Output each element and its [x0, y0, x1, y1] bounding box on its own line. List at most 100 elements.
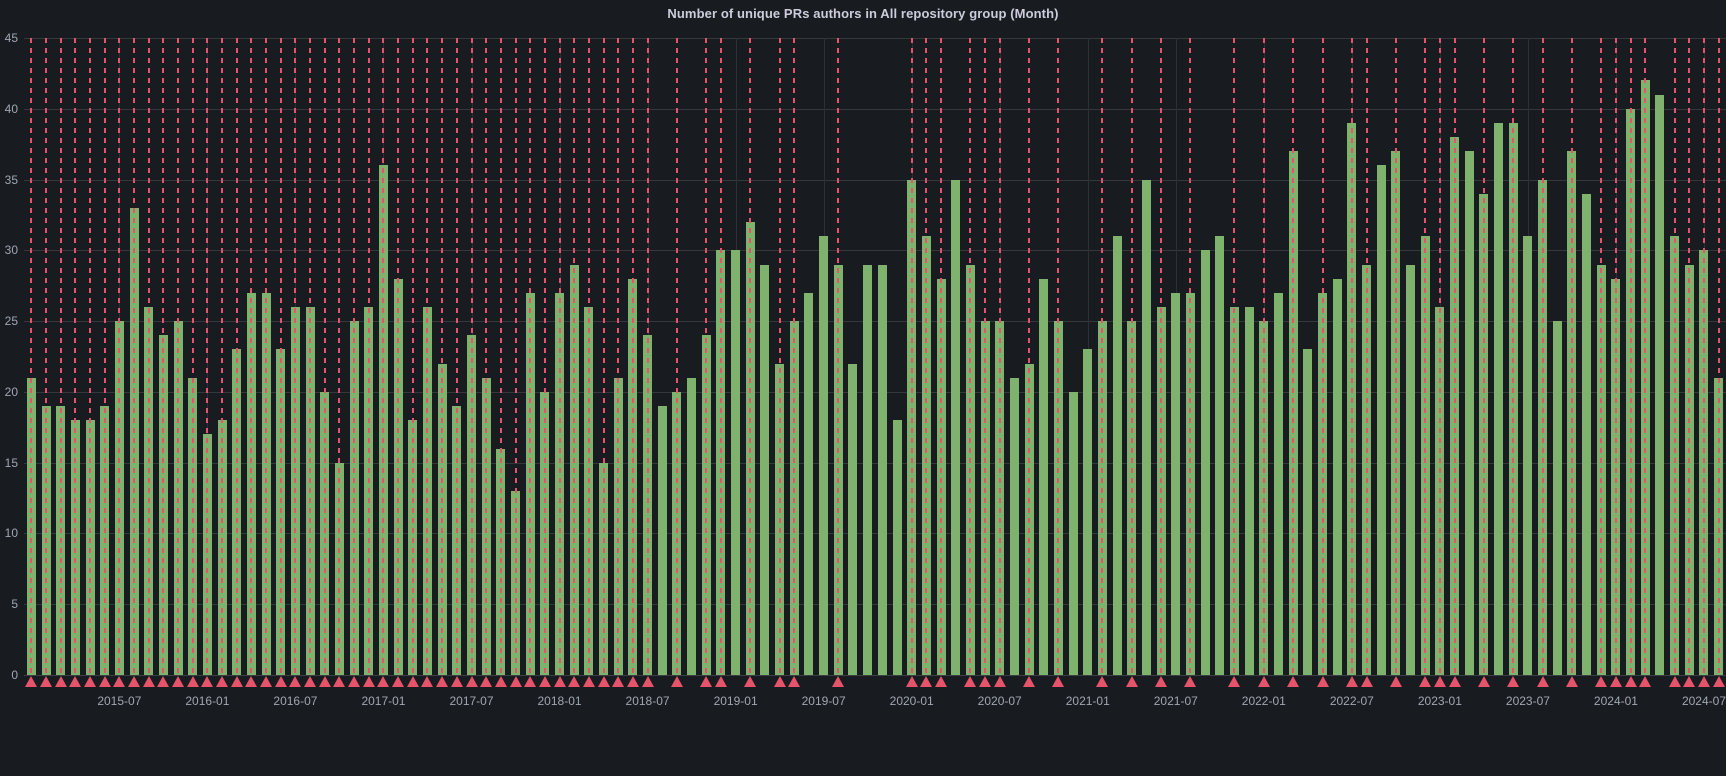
- annotation-marker-icon[interactable]: [905, 676, 918, 687]
- annotation-marker-icon[interactable]: [1683, 676, 1696, 687]
- bar[interactable]: [1494, 122, 1504, 675]
- annotation-marker-icon[interactable]: [230, 676, 243, 687]
- annotation-marker-icon[interactable]: [480, 676, 493, 687]
- annotation-marker-strip[interactable]: [24, 676, 1726, 688]
- annotation-marker-icon[interactable]: [597, 676, 610, 687]
- annotation-marker-icon[interactable]: [1536, 676, 1549, 687]
- annotation-marker-icon[interactable]: [450, 676, 463, 687]
- annotation-marker-icon[interactable]: [626, 676, 639, 687]
- annotation-marker-icon[interactable]: [113, 676, 126, 687]
- bar[interactable]: [731, 250, 741, 675]
- annotation-marker-icon[interactable]: [494, 676, 507, 687]
- bar[interactable]: [760, 264, 770, 675]
- annotation-marker-icon[interactable]: [832, 676, 845, 687]
- annotation-marker-icon[interactable]: [920, 676, 933, 687]
- bar[interactable]: [1171, 292, 1181, 675]
- annotation-marker-icon[interactable]: [436, 676, 449, 687]
- bar[interactable]: [1039, 278, 1049, 675]
- annotation-marker-icon[interactable]: [142, 676, 155, 687]
- plot-area[interactable]: [24, 38, 1726, 675]
- annotation-marker-icon[interactable]: [1609, 676, 1622, 687]
- annotation-marker-icon[interactable]: [1360, 676, 1373, 687]
- annotation-marker-icon[interactable]: [1096, 676, 1109, 687]
- annotation-marker-icon[interactable]: [788, 676, 801, 687]
- bar[interactable]: [1655, 94, 1665, 675]
- bar[interactable]: [1215, 236, 1225, 675]
- annotation-marker-icon[interactable]: [1052, 676, 1065, 687]
- annotation-marker-icon[interactable]: [744, 676, 757, 687]
- annotation-marker-icon[interactable]: [289, 676, 302, 687]
- annotation-marker-icon[interactable]: [1624, 676, 1637, 687]
- annotation-marker-icon[interactable]: [362, 676, 375, 687]
- annotation-marker-icon[interactable]: [993, 676, 1006, 687]
- annotation-marker-icon[interactable]: [641, 676, 654, 687]
- bar[interactable]: [863, 264, 873, 675]
- annotation-marker-icon[interactable]: [1477, 676, 1490, 687]
- bar[interactable]: [657, 406, 667, 675]
- annotation-marker-icon[interactable]: [304, 676, 317, 687]
- annotation-marker-icon[interactable]: [25, 676, 38, 687]
- annotation-marker-icon[interactable]: [509, 676, 522, 687]
- annotation-marker-icon[interactable]: [128, 676, 141, 687]
- bar[interactable]: [1552, 321, 1562, 675]
- annotation-marker-icon[interactable]: [40, 676, 52, 687]
- annotation-marker-icon[interactable]: [1228, 676, 1241, 687]
- annotation-marker-icon[interactable]: [1507, 676, 1520, 687]
- annotation-marker-icon[interactable]: [392, 676, 405, 687]
- annotation-marker-icon[interactable]: [964, 676, 977, 687]
- annotation-marker-icon[interactable]: [201, 676, 214, 687]
- bar[interactable]: [1332, 278, 1342, 675]
- annotation-marker-icon[interactable]: [333, 676, 346, 687]
- annotation-marker-icon[interactable]: [465, 676, 478, 687]
- annotation-marker-icon[interactable]: [274, 676, 287, 687]
- annotation-marker-icon[interactable]: [421, 676, 434, 687]
- annotation-marker-icon[interactable]: [568, 676, 581, 687]
- annotation-marker-icon[interactable]: [348, 676, 361, 687]
- annotation-marker-icon[interactable]: [1565, 676, 1578, 687]
- annotation-marker-icon[interactable]: [612, 676, 625, 687]
- bar[interactable]: [804, 292, 814, 675]
- annotation-marker-icon[interactable]: [1433, 676, 1446, 687]
- bar[interactable]: [848, 363, 858, 675]
- annotation-marker-icon[interactable]: [216, 676, 229, 687]
- bar[interactable]: [819, 236, 829, 675]
- bar[interactable]: [1303, 349, 1313, 675]
- annotation-marker-icon[interactable]: [1287, 676, 1300, 687]
- bar[interactable]: [1464, 151, 1474, 675]
- bar[interactable]: [892, 420, 902, 675]
- annotation-marker-icon[interactable]: [1316, 676, 1329, 687]
- bar[interactable]: [1523, 236, 1533, 675]
- bar[interactable]: [1009, 377, 1019, 675]
- annotation-marker-icon[interactable]: [773, 676, 786, 687]
- annotation-marker-icon[interactable]: [670, 676, 683, 687]
- annotation-marker-icon[interactable]: [1697, 676, 1710, 687]
- annotation-marker-icon[interactable]: [377, 676, 390, 687]
- annotation-marker-icon[interactable]: [582, 676, 595, 687]
- annotation-marker-icon[interactable]: [1155, 676, 1168, 687]
- annotation-marker-icon[interactable]: [69, 676, 82, 687]
- annotation-marker-icon[interactable]: [186, 676, 199, 687]
- annotation-marker-icon[interactable]: [1595, 676, 1608, 687]
- annotation-marker-icon[interactable]: [1345, 676, 1358, 687]
- annotation-marker-icon[interactable]: [54, 676, 67, 687]
- annotation-marker-icon[interactable]: [714, 676, 727, 687]
- bar[interactable]: [1406, 264, 1416, 675]
- annotation-marker-icon[interactable]: [318, 676, 331, 687]
- annotation-marker-icon[interactable]: [1668, 676, 1681, 687]
- bar[interactable]: [1273, 292, 1283, 675]
- annotation-marker-icon[interactable]: [1419, 676, 1432, 687]
- annotation-marker-icon[interactable]: [1257, 676, 1270, 687]
- bar[interactable]: [1244, 306, 1254, 675]
- annotation-marker-icon[interactable]: [979, 676, 992, 687]
- annotation-marker-icon[interactable]: [406, 676, 419, 687]
- annotation-marker-icon[interactable]: [172, 676, 185, 687]
- annotation-marker-icon[interactable]: [1389, 676, 1402, 687]
- annotation-marker-icon[interactable]: [245, 676, 258, 687]
- bar[interactable]: [951, 179, 961, 675]
- annotation-marker-icon[interactable]: [1184, 676, 1197, 687]
- bar[interactable]: [1200, 250, 1210, 675]
- annotation-marker-icon[interactable]: [1448, 676, 1461, 687]
- annotation-marker-icon[interactable]: [935, 676, 948, 687]
- annotation-marker-icon[interactable]: [98, 676, 111, 687]
- bar[interactable]: [1376, 165, 1386, 675]
